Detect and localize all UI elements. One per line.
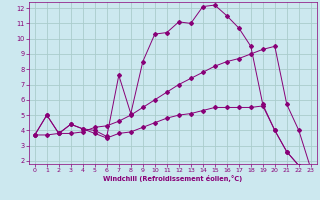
X-axis label: Windchill (Refroidissement éolien,°C): Windchill (Refroidissement éolien,°C) <box>103 175 243 182</box>
